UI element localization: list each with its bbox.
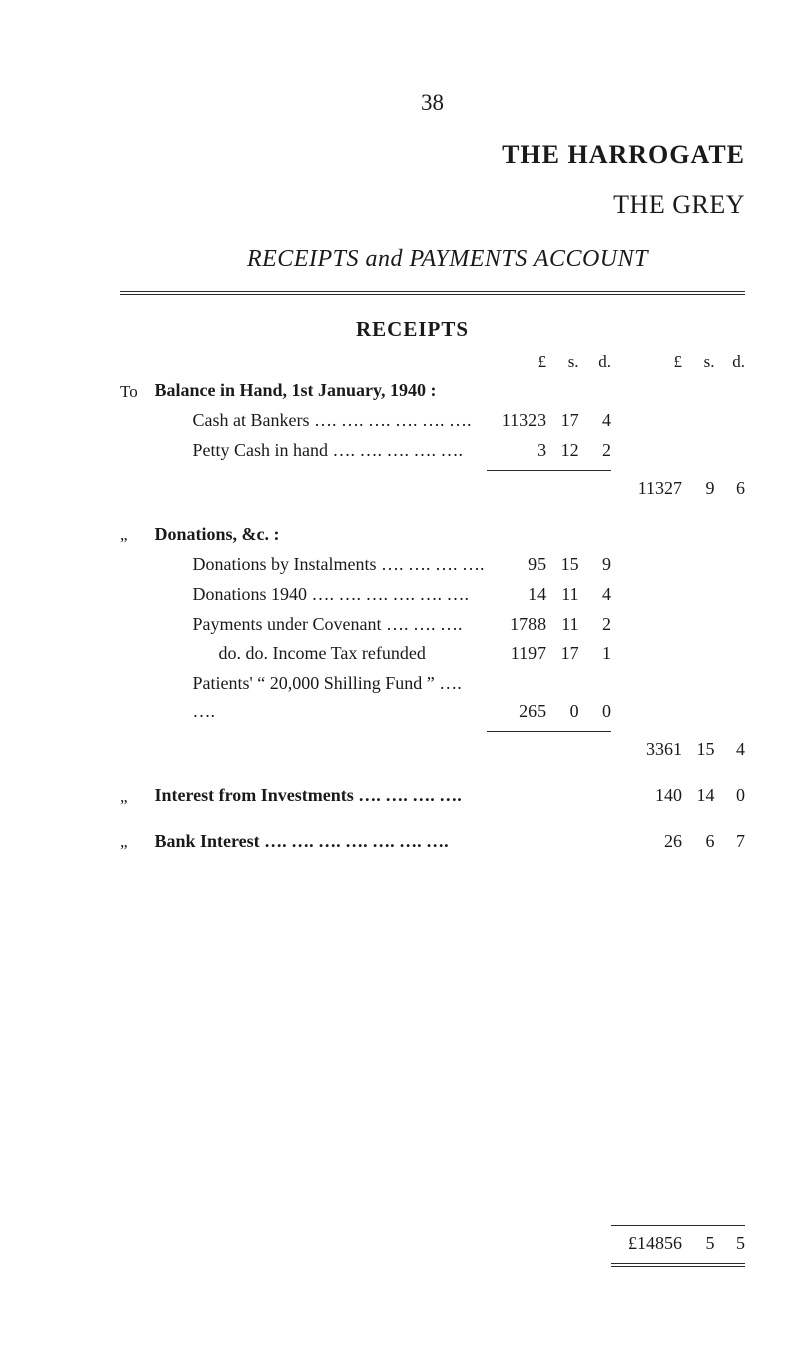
interest-inv-s: 14 [682,781,714,811]
donations-1940-s: 11 [546,580,578,610]
page: 38 THE HARROGATE THE GREY RECEIPTS and P… [0,0,801,1347]
rule-grand-bottom [120,1259,745,1268]
row-shilling-fund: Patients' “ 20,000 Shilling Fund ” …. ….… [120,669,745,727]
row-grand-total: £14856 5 5 [120,1229,745,1259]
row-cash-bankers: Cash at Bankers …. …. …. …. …. …. 11323 … [120,406,745,436]
cash-bankers-s: 17 [546,406,578,436]
donations-total-d: 4 [714,735,745,765]
tax-refund-label: do. do. Income Tax refunded [154,639,487,669]
shilling-L: 265 [487,669,546,727]
shilling-s: 0 [546,669,578,727]
ledger-table: £ s. d. £ s. d. To Balance in Hand, 1st … [120,348,745,1268]
tax-refund-d: 1 [579,639,611,669]
row-donations-title: „ Donations, &c. : [120,520,745,550]
donations-1940-label: Donations 1940 …. …. …. …. …. …. [154,580,487,610]
donations-1940-L: 14 [487,580,546,610]
petty-cash-d: 2 [579,436,611,466]
currency-header: £ s. d. £ s. d. [120,348,745,376]
interest-inv-d: 0 [714,781,745,811]
heading-harrogate: THE HARROGATE [120,140,745,170]
tax-refund-s: 17 [546,639,578,669]
bank-interest-label: Bank Interest …. …. …. …. …. …. …. [154,827,487,857]
cash-bankers-d: 4 [579,406,611,436]
prefix-ditto-2: „ [120,781,154,811]
row-donations-total: 3361 15 4 [120,735,745,765]
donations-total-s: 15 [682,735,714,765]
row-balance-title: To Balance in Hand, 1st January, 1940 : [120,376,745,406]
row-donations-1940: Donations 1940 …. …. …. …. …. …. 14 11 4 [120,580,745,610]
cash-bankers-label: Cash at Bankers …. …. …. …. …. …. [154,406,487,436]
donations-instalments-L: 95 [487,550,546,580]
prefix-ditto-1: „ [120,520,154,550]
bank-interest-s: 6 [682,827,714,857]
hdr-s1: s. [546,348,578,376]
donations-instalments-d: 9 [579,550,611,580]
heading-account-text: RECEIPTS and PAYMENTS ACCOUNT [247,246,648,272]
shilling-label: Patients' “ 20,000 Shilling Fund ” …. …. [154,669,487,727]
rule-balance [120,466,745,474]
heading-grey: THE GREY [120,190,745,220]
petty-cash-L: 3 [487,436,546,466]
grand-total-L: £14856 [611,1229,682,1259]
donations-title: Donations, &c. : [154,520,487,550]
covenant-label: Payments under Covenant …. …. …. [154,610,487,640]
grand-total-s: 5 [682,1229,714,1259]
donations-instalments-label: Donations by Instalments …. …. …. …. [154,550,487,580]
interest-inv-label: Interest from Investments …. …. …. …. [154,781,487,811]
petty-cash-s: 12 [546,436,578,466]
receipts-title: RECEIPTS [80,317,745,342]
hdr-d1: d. [579,348,611,376]
heading-account: RECEIPTS and PAYMENTS ACCOUNT [150,246,745,273]
double-rule [120,291,745,295]
row-balance-total: 11327 9 6 [120,474,745,504]
prefix-ditto-3: „ [120,827,154,857]
row-interest-inv: „ Interest from Investments …. …. …. …. … [120,781,745,811]
balance-title: Balance in Hand, 1st January, 1940 : [154,376,487,406]
row-tax-refund: do. do. Income Tax refunded 1197 17 1 [120,639,745,669]
hdr-L1: £ [487,348,546,376]
tax-refund-L: 1197 [487,639,546,669]
covenant-d: 2 [579,610,611,640]
row-petty-cash: Petty Cash in hand …. …. …. …. …. 3 12 2 [120,436,745,466]
donations-1940-d: 4 [579,580,611,610]
balance-total-s: 9 [682,474,714,504]
page-number: 38 [120,90,745,116]
hdr-s2: s. [682,348,714,376]
grand-total-d: 5 [714,1229,745,1259]
hdr-L2: £ [611,348,682,376]
covenant-s: 11 [546,610,578,640]
donations-instalments-s: 15 [546,550,578,580]
rule-donations [120,727,745,735]
interest-inv-L: 140 [611,781,682,811]
rule-grand-top [120,1221,745,1229]
donations-total-L: 3361 [611,735,682,765]
petty-cash-label: Petty Cash in hand …. …. …. …. …. [154,436,487,466]
row-covenant: Payments under Covenant …. …. …. 1788 11… [120,610,745,640]
balance-total-d: 6 [714,474,745,504]
prefix-to: To [120,376,154,406]
bank-interest-L: 26 [611,827,682,857]
row-donations-instalments: Donations by Instalments …. …. …. …. 95 … [120,550,745,580]
balance-total-L: 11327 [611,474,682,504]
hdr-d2: d. [714,348,745,376]
covenant-L: 1788 [487,610,546,640]
bank-interest-d: 7 [714,827,745,857]
row-bank-interest: „ Bank Interest …. …. …. …. …. …. …. 26 … [120,827,745,857]
shilling-d: 0 [579,669,611,727]
cash-bankers-L: 11323 [487,406,546,436]
